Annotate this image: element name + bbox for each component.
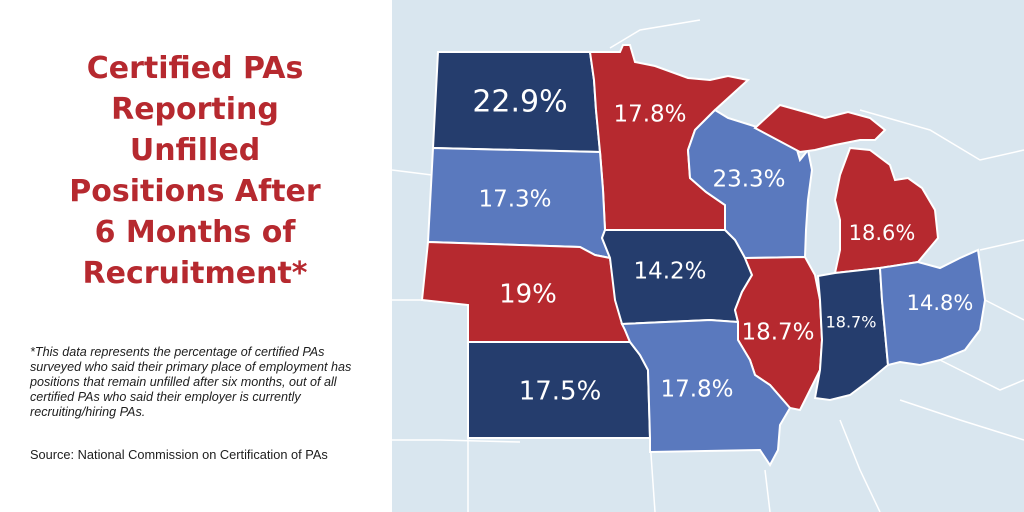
state-michigan [753,103,940,275]
footnote: *This data represents the percentage of … [30,345,352,419]
state-ohio [878,248,987,367]
label-ohio: 14.8% [907,291,974,315]
state-missouri [620,318,792,467]
label-kansas: 17.5% [519,377,602,407]
title-line: 6 Months of [94,215,296,250]
title-line: Certified PAs [86,51,304,86]
label-iowa: 14.2% [633,259,706,285]
title-line: Unfilled [129,133,261,168]
label-illinois: 18.7% [741,320,814,346]
infographic-title: Certified PAs Reporting Unfilled Positio… [30,48,360,294]
source-citation: Source: National Commission on Certifica… [30,447,328,462]
info-panel: Certified PAs Reporting Unfilled Positio… [0,0,392,512]
label-south-dakota: 17.3% [478,187,551,213]
label-michigan: 18.6% [849,221,916,245]
label-north-dakota: 22.9% [472,85,567,120]
label-missouri: 17.8% [660,377,733,403]
label-wisconsin: 23.3% [712,167,785,193]
title-line: Recruitment* [82,256,308,291]
title-line: Reporting [111,92,279,127]
title-line: Positions After [69,174,321,209]
label-nebraska: 19% [499,280,557,310]
label-minnesota: 17.8% [613,102,686,128]
label-indiana: 18.7% [826,313,877,332]
